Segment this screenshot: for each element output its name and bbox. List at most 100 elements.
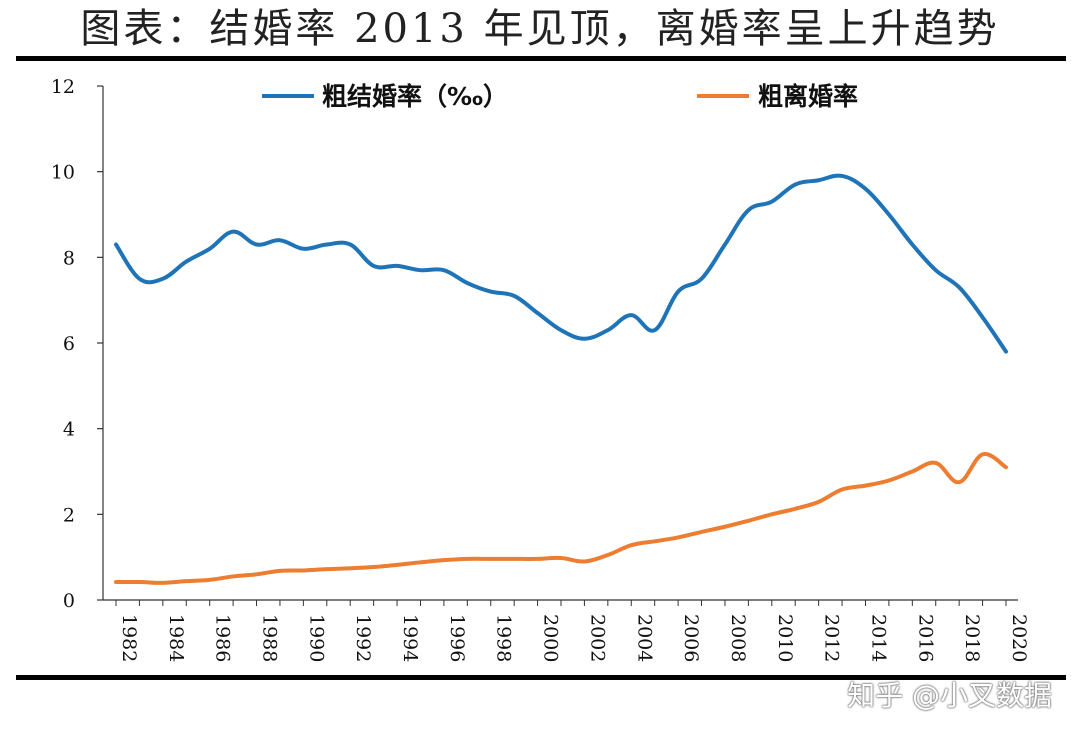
data-point — [161, 581, 165, 585]
x-tick-label: 2004 — [633, 614, 655, 662]
chart-legend: 粗结婚率（‰） 粗离婚率 — [262, 82, 858, 111]
data-point — [746, 519, 750, 523]
data-point — [536, 557, 540, 561]
x-tick-label: 1998 — [493, 614, 515, 662]
top-rule — [16, 56, 1066, 61]
x-tick-label: 1984 — [165, 614, 187, 662]
y-tick-label: 12 — [51, 76, 75, 98]
data-point — [325, 242, 329, 246]
chart-title: 图表：结婚率 2013 年见顶，离婚率呈上升趋势 — [80, 6, 1000, 52]
data-point — [372, 264, 376, 268]
data-point — [676, 290, 680, 294]
data-point — [465, 557, 469, 561]
y-tick-label: 8 — [63, 247, 75, 269]
data-point — [676, 535, 680, 539]
data-point — [981, 315, 985, 319]
data-point — [1004, 465, 1008, 469]
data-point — [301, 247, 305, 251]
data-point — [653, 539, 657, 543]
x-tick-label: 2016 — [914, 614, 936, 662]
data-point — [700, 530, 704, 534]
x-tick-label: 2012 — [821, 614, 843, 662]
x-tick-label: 2006 — [680, 614, 702, 662]
data-point — [395, 563, 399, 567]
chart-axes: 0 2 4 6 8 10 12 1982 1984 1986 1988 1990 1992 1994 199… — [51, 76, 1030, 662]
data-point — [161, 277, 165, 281]
data-point — [208, 247, 212, 251]
data-point — [559, 328, 563, 332]
data-point — [231, 230, 235, 234]
y-tick-label: 0 — [63, 590, 75, 612]
x-tick-label: 1996 — [446, 614, 468, 662]
data-point — [910, 242, 914, 246]
data-point — [934, 268, 938, 272]
x-tick-label: 2014 — [867, 614, 889, 662]
data-point — [723, 242, 727, 246]
data-point — [512, 557, 516, 561]
data-point — [489, 557, 493, 561]
data-point — [770, 512, 774, 516]
data-point — [887, 478, 891, 482]
data-point — [418, 268, 422, 272]
data-point — [489, 290, 493, 294]
data-point — [746, 208, 750, 212]
data-point — [184, 579, 188, 583]
data-point — [817, 178, 821, 182]
data-point — [910, 470, 914, 474]
data-point — [255, 572, 259, 576]
series-line-1 — [114, 173, 1008, 354]
data-point — [981, 452, 985, 456]
data-point — [1004, 350, 1008, 354]
y-tick-label: 2 — [63, 504, 75, 526]
data-point — [137, 277, 141, 281]
data-point — [114, 242, 118, 246]
data-point — [137, 580, 141, 584]
data-point — [606, 328, 610, 332]
x-tick-label: 1990 — [305, 614, 327, 662]
legend-label: 粗离婚率 — [758, 82, 858, 111]
x-tick-label: 2000 — [540, 614, 562, 662]
x-tick-label: 1988 — [259, 614, 281, 662]
data-point — [536, 311, 540, 315]
data-point — [442, 558, 446, 562]
data-point — [770, 200, 774, 204]
data-point — [629, 543, 633, 547]
data-point — [606, 553, 610, 557]
data-point — [957, 480, 961, 484]
x-tick-label: 2010 — [774, 614, 796, 662]
chart-lines — [114, 173, 1008, 585]
x-tick-label: 1992 — [352, 614, 374, 662]
data-point — [278, 569, 282, 573]
data-point — [184, 260, 188, 264]
watermark: 知乎 @小叉数据 — [847, 679, 1052, 712]
data-point — [793, 507, 797, 511]
x-tick-label: 2002 — [586, 614, 608, 662]
data-point — [512, 294, 516, 298]
data-point — [700, 277, 704, 281]
x-tick-label: 1994 — [399, 614, 421, 662]
data-point — [465, 281, 469, 285]
data-point — [372, 565, 376, 569]
data-point — [418, 560, 422, 564]
data-point — [348, 242, 352, 246]
data-point — [325, 567, 329, 571]
data-point — [793, 183, 797, 187]
data-point — [840, 487, 844, 491]
data-point — [863, 187, 867, 191]
data-point — [255, 242, 259, 246]
data-point — [301, 568, 305, 572]
data-point — [442, 268, 446, 272]
bottom-rule — [16, 675, 1066, 680]
data-point — [840, 174, 844, 178]
x-tick-label: 2008 — [727, 614, 749, 662]
data-point — [817, 500, 821, 504]
x-tick-label: 1986 — [212, 614, 234, 662]
data-point — [348, 566, 352, 570]
x-tick-label: 2020 — [1008, 614, 1030, 662]
data-point — [114, 580, 118, 584]
data-point — [559, 556, 563, 560]
data-point — [934, 461, 938, 465]
series-line-2 — [114, 452, 1008, 585]
data-point — [395, 264, 399, 268]
